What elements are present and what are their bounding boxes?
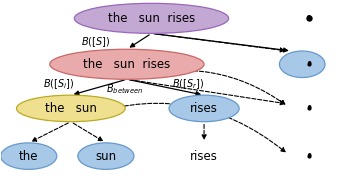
Text: $B_{between}$: $B_{between}$ — [106, 82, 144, 96]
Text: •: • — [306, 150, 313, 163]
Ellipse shape — [74, 3, 228, 33]
Text: the: the — [19, 150, 38, 163]
Ellipse shape — [169, 95, 239, 122]
Text: •: • — [306, 102, 313, 115]
Text: $B([S_r])$: $B([S_r])$ — [172, 78, 205, 91]
Ellipse shape — [17, 95, 125, 122]
Text: $B([S])$: $B([S])$ — [81, 35, 110, 49]
Text: rises: rises — [190, 102, 218, 115]
Ellipse shape — [1, 143, 57, 169]
Text: •: • — [306, 58, 313, 71]
Text: the   sun  rises: the sun rises — [83, 58, 170, 71]
Ellipse shape — [78, 143, 134, 169]
Text: $B([S_l])$: $B([S_l])$ — [43, 78, 74, 91]
Text: the   sun: the sun — [45, 102, 97, 115]
Text: sun: sun — [95, 150, 117, 163]
Text: rises: rises — [190, 150, 218, 163]
Ellipse shape — [279, 51, 325, 78]
Ellipse shape — [50, 49, 204, 79]
Text: the   sun  rises: the sun rises — [108, 12, 195, 25]
Text: •: • — [305, 11, 313, 25]
